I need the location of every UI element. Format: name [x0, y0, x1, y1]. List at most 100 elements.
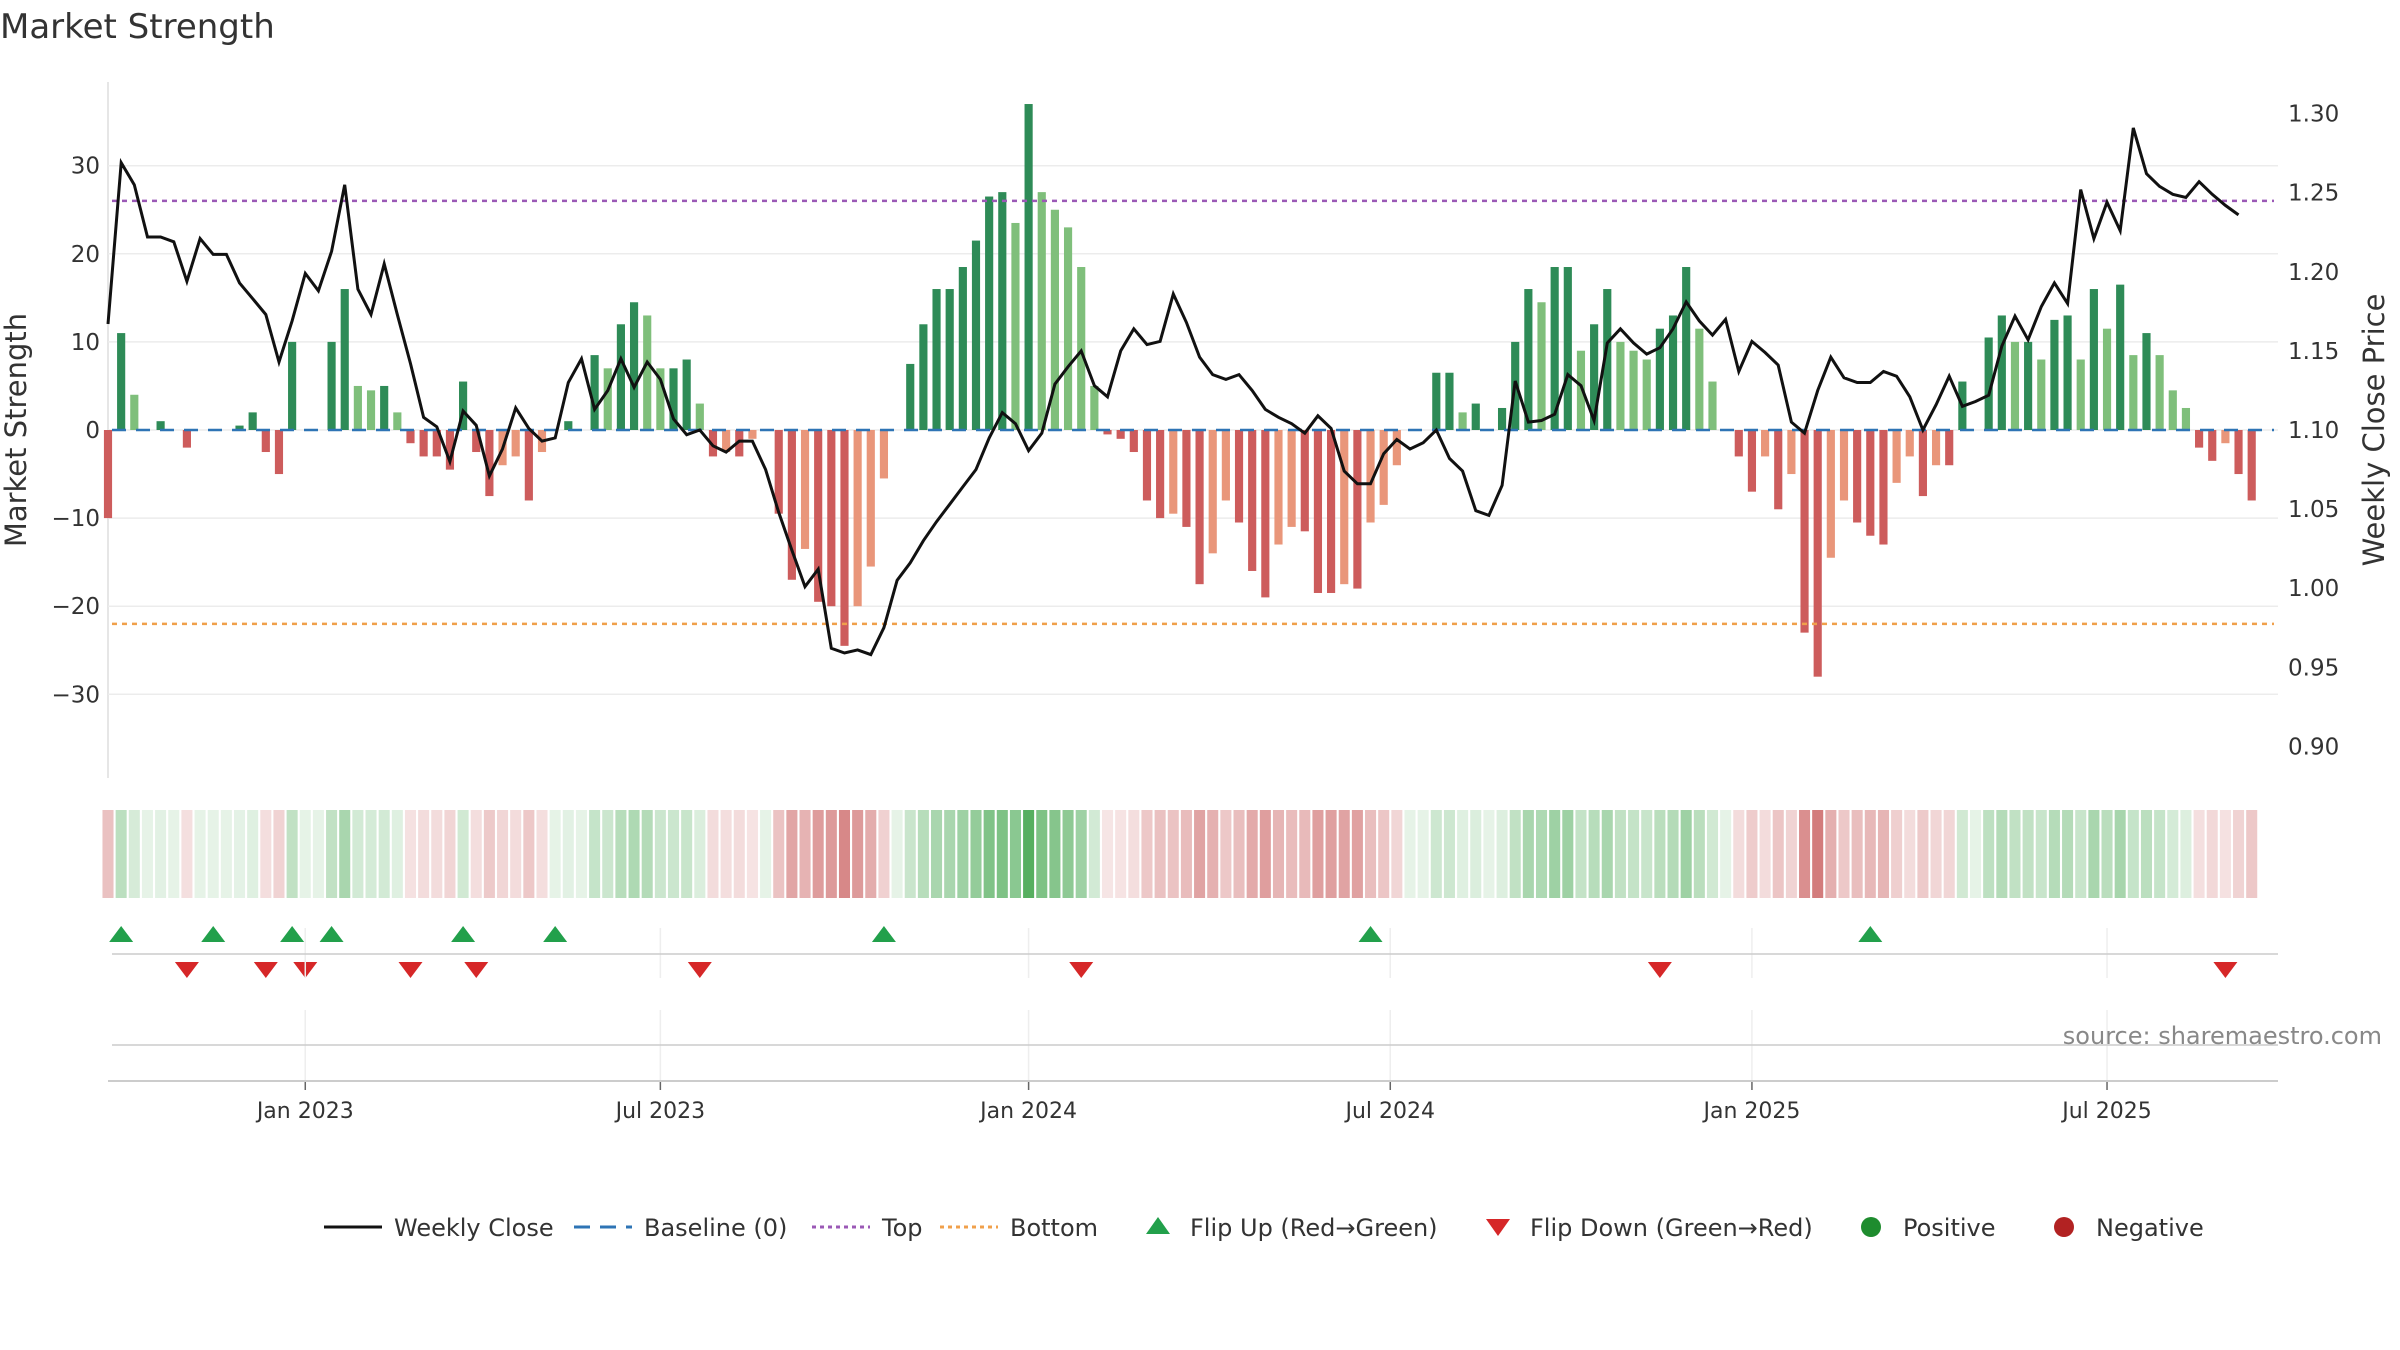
heat-cell: [720, 810, 732, 898]
heat-cell: [299, 810, 311, 898]
heat-cell: [1509, 810, 1521, 898]
strength-bar: [1327, 430, 1336, 593]
heat-cell: [1312, 810, 1324, 898]
heat-cell: [2088, 810, 2100, 898]
flip-up-marker: [280, 926, 305, 942]
heat-cell: [1286, 810, 1298, 898]
strength-bar: [1655, 328, 1664, 430]
heat-cell: [2233, 810, 2245, 898]
strength-bar: [432, 430, 441, 457]
heat-cell: [1601, 810, 1613, 898]
heat-cell: [707, 810, 719, 898]
legend-label: Weekly Close: [394, 1214, 554, 1242]
strength-bar: [1866, 430, 1875, 536]
strength-bar: [958, 267, 967, 430]
heat-cell: [1930, 810, 1942, 898]
strength-bar: [2024, 341, 2033, 430]
flip-up-marker: [451, 926, 476, 942]
strength-bar: [1905, 430, 1914, 457]
right-tick-label: 0.90: [2288, 734, 2339, 760]
heat-cell: [444, 810, 456, 898]
strength-bar: [945, 289, 954, 430]
heat-cell: [2009, 810, 2021, 898]
strength-bar: [511, 430, 520, 457]
flip-markers: [109, 926, 2238, 978]
right-tick-label: 1.05: [2288, 497, 2339, 523]
date-label: Jul 2024: [1344, 1099, 1436, 1124]
heat-cell: [273, 810, 285, 898]
strength-bar: [590, 355, 599, 430]
strength-bar: [1629, 350, 1638, 430]
strength-bar: [1077, 267, 1086, 430]
heat-cell: [602, 810, 614, 898]
heat-cell: [773, 810, 785, 898]
heat-cell: [746, 810, 758, 898]
strength-bar: [1695, 328, 1704, 430]
date-label: Jan 2025: [1701, 1099, 1800, 1124]
heat-cell: [391, 810, 403, 898]
heat-cell: [510, 810, 522, 898]
heat-cell: [2101, 810, 2113, 898]
strength-bar: [1261, 430, 1270, 598]
date-label: Jan 2023: [255, 1099, 354, 1124]
strength-bar: [1537, 302, 1546, 430]
legend-item: Bottom: [940, 1214, 1098, 1242]
heat-cell: [681, 810, 693, 898]
strength-bar: [2037, 359, 2046, 430]
heat-cell: [2180, 810, 2192, 898]
strength-bar: [445, 430, 455, 470]
flip-up-marker: [319, 926, 344, 942]
heat-cell: [1693, 810, 1705, 898]
heat-cell: [575, 810, 587, 898]
heat-cell: [1180, 810, 1192, 898]
heat-cell: [115, 810, 127, 898]
flip-down-marker: [253, 962, 278, 978]
left-tick-label: 30: [71, 154, 100, 180]
flip-up-marker: [871, 926, 896, 942]
heat-cell: [760, 810, 772, 898]
heat-cell: [2022, 810, 2034, 898]
flip-down-marker: [174, 962, 199, 978]
left-tick-label: −20: [51, 594, 100, 620]
right-tick-label: 0.95: [2288, 655, 2339, 681]
heat-cell: [1115, 810, 1127, 898]
heat-cell: [1825, 810, 1837, 898]
heat-cell: [1654, 810, 1666, 898]
strength-bar: [1208, 430, 1217, 554]
heat-cell: [339, 810, 351, 898]
flip-down-marker: [1647, 962, 1672, 978]
strength-bar: [156, 421, 165, 430]
strength-bar: [906, 363, 915, 430]
heat-cell: [1614, 810, 1626, 898]
source-credit: source: sharemaestro.com: [2063, 1022, 2382, 1050]
legend-item: Negative: [2054, 1214, 2204, 1242]
heat-cell: [207, 810, 219, 898]
strength-bar: [1879, 430, 1888, 545]
heat-cell: [1733, 810, 1745, 898]
heat-cell: [378, 810, 390, 898]
strength-bar: [629, 302, 639, 430]
strength-bar: [1931, 430, 1941, 466]
strength-bar: [787, 430, 796, 580]
heat-cell: [2114, 810, 2126, 898]
flip-up-marker: [1858, 926, 1883, 942]
heat-cell: [1365, 810, 1377, 898]
strength-bar: [1603, 289, 1612, 430]
heat-cell: [1759, 810, 1771, 898]
heat-cell: [852, 810, 864, 898]
strength-bar: [274, 430, 284, 475]
heat-cell: [1062, 810, 1074, 898]
heat-cell: [1233, 810, 1245, 898]
legend-label: Flip Down (Green→Red): [1530, 1214, 1813, 1242]
strength-bar: [2221, 430, 2230, 444]
strength-bar: [1432, 372, 1441, 430]
strength-bar: [1379, 430, 1388, 505]
strength-bar: [340, 289, 349, 430]
heat-cell: [483, 810, 495, 898]
heat-cell: [799, 810, 811, 898]
strength-bar: [2247, 430, 2256, 501]
heat-cell: [1154, 810, 1166, 898]
strength-bar: [1471, 403, 1480, 430]
strength-bar: [1524, 289, 1533, 430]
heat-cell: [931, 810, 943, 898]
